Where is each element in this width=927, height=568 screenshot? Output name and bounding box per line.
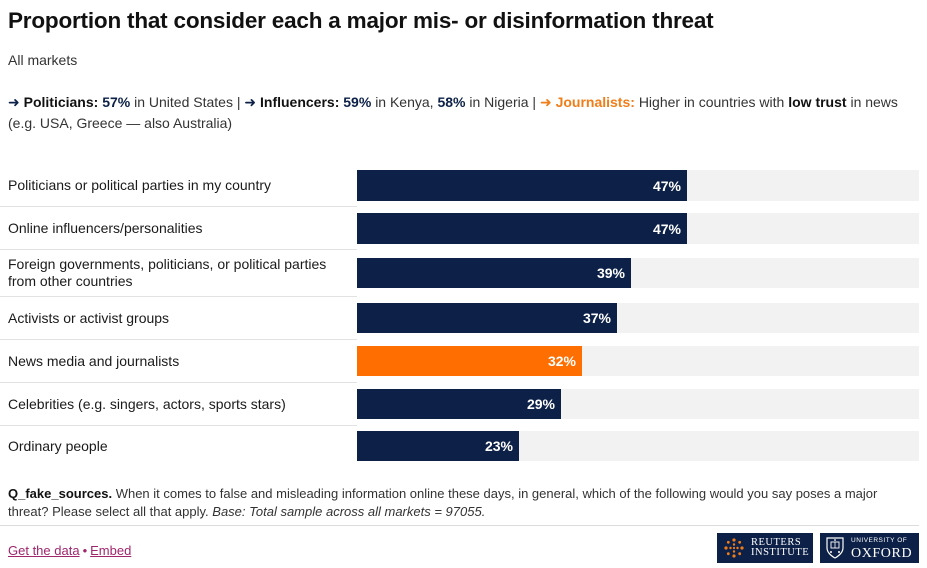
bar (357, 258, 631, 288)
note-politicians-label: Politicians: (23, 94, 99, 110)
question-text: When it comes to false and misleading in… (8, 486, 878, 519)
note-politicians-place: in United States (134, 94, 233, 110)
row-separator (0, 425, 357, 426)
bar-value-label: 47% (652, 178, 681, 194)
highlight-note: ➜ Politicians: 57% in United States | ➜ … (8, 92, 913, 134)
footnote: Q_fake_sources. When it comes to false a… (8, 485, 913, 521)
bar-track (357, 303, 919, 333)
note-politicians-value: 57% (102, 94, 131, 110)
bar-track (357, 258, 919, 288)
bar-value-label: 23% (484, 438, 513, 454)
footer-links: Get the data • Embed (8, 543, 131, 558)
note-separator: | (236, 94, 241, 110)
category-label: Online influencers/personalities (8, 220, 203, 236)
reuters-logo-line2: INSTITUTE (751, 547, 810, 558)
category-label: News media and journalists (8, 353, 180, 369)
bar-track (357, 170, 919, 201)
row-separator (0, 206, 357, 207)
note-influencers-label: Influencers: (260, 94, 340, 110)
category-label: Activists or activist groups (8, 310, 170, 326)
row-separator (0, 249, 357, 250)
embed-link[interactable]: Embed (90, 543, 132, 558)
category-label: Politicians or political parties in my c… (8, 177, 271, 193)
bar (357, 346, 582, 376)
get-data-link[interactable]: Get the data (8, 543, 80, 558)
note-journalists-bold: low trust (788, 94, 847, 110)
arrow-icon: ➜ (539, 94, 552, 110)
bar-value-label: 47% (652, 221, 681, 237)
footer-divider (0, 525, 919, 526)
chart-subtitle: All markets (8, 52, 78, 68)
bar-track (357, 346, 919, 376)
note-separator: | (532, 94, 537, 110)
bar (357, 303, 617, 333)
note-journalists-text: Higher in countries with (638, 94, 785, 110)
university-of-oxford-logo[interactable]: UNIVERSITY OF OXFORD (820, 533, 919, 563)
note-journalists-label: Journalists: (555, 94, 635, 110)
row-separator (0, 339, 357, 340)
bar-value-label: 39% (596, 265, 625, 281)
category-label: Foreign governments, politicians, or pol… (8, 256, 327, 289)
bar-value-label: 29% (526, 396, 555, 412)
note-influencers-place-kenya: in Kenya, (375, 94, 434, 110)
arrow-icon: ➜ (244, 94, 257, 110)
bar-value-label: 37% (582, 310, 611, 326)
question-id: Q_fake_sources. (8, 486, 113, 501)
oxford-logo-line2: OXFORD (851, 545, 913, 561)
note-influencers-value-nigeria: 58% (437, 94, 466, 110)
chart-title: Proportion that consider each a major mi… (8, 8, 714, 33)
category-label: Celebrities (e.g. singers, actors, sport… (8, 396, 286, 412)
bar-track (357, 389, 919, 419)
reuters-dots-icon (724, 538, 744, 558)
note-influencers-place-nigeria: in Nigeria (469, 94, 529, 110)
oxford-crest-icon (826, 537, 844, 559)
bar-track (357, 431, 919, 461)
category-label: Ordinary people (8, 438, 108, 454)
bar (357, 170, 687, 201)
note-influencers-value-kenya: 59% (343, 94, 372, 110)
link-separator: • (82, 543, 88, 558)
bar-value-label: 32% (547, 353, 576, 369)
reuters-institute-logo[interactable]: REUTERS INSTITUTE (717, 533, 813, 563)
row-separator (0, 296, 357, 297)
bar (357, 431, 519, 461)
bar (357, 213, 687, 244)
reuters-logo-line1: REUTERS (751, 537, 802, 548)
bar-track (357, 213, 919, 244)
bar (357, 389, 561, 419)
arrow-icon: ➜ (8, 94, 20, 110)
note-journalists-text-end: in news (e.g. USA, Greece — also Austral… (8, 94, 898, 131)
row-separator (0, 382, 357, 383)
oxford-logo-line1: UNIVERSITY OF (851, 536, 908, 544)
base-note: Base: Total sample across all markets = … (212, 504, 486, 519)
